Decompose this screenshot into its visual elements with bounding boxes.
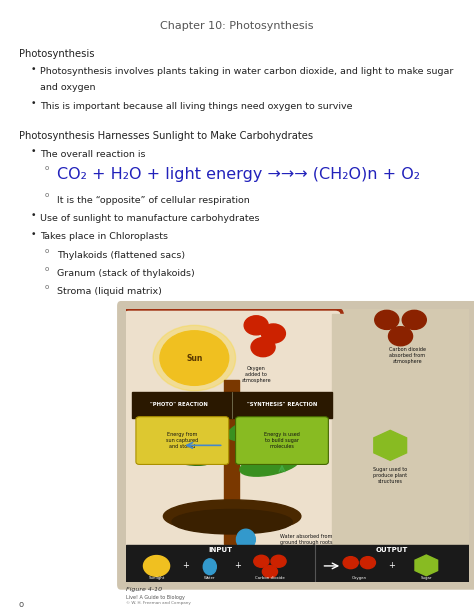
Ellipse shape bbox=[172, 509, 292, 534]
Circle shape bbox=[251, 338, 275, 357]
Text: Photosynthesis involves plants taking in water carbon dioxide, and light to make: Photosynthesis involves plants taking in… bbox=[40, 67, 454, 77]
Circle shape bbox=[244, 316, 268, 335]
Ellipse shape bbox=[203, 559, 216, 574]
Text: o: o bbox=[45, 248, 49, 254]
Text: Live! A Guide to Biology: Live! A Guide to Biology bbox=[126, 595, 184, 600]
Text: Sugar: Sugar bbox=[420, 576, 432, 579]
Circle shape bbox=[254, 555, 269, 567]
Circle shape bbox=[389, 327, 412, 346]
Text: Oxygen: Oxygen bbox=[352, 576, 367, 579]
Text: +: + bbox=[234, 562, 241, 571]
Text: Thylakoids (flattened sacs): Thylakoids (flattened sacs) bbox=[57, 251, 185, 260]
Circle shape bbox=[343, 557, 358, 569]
Text: Sun: Sun bbox=[186, 354, 202, 362]
Text: Photosynthesis: Photosynthesis bbox=[19, 49, 94, 59]
Ellipse shape bbox=[153, 396, 222, 430]
Circle shape bbox=[261, 324, 285, 343]
Text: +: + bbox=[182, 562, 189, 571]
Text: This is important because all living things need oxygen to survive: This is important because all living thi… bbox=[40, 102, 353, 111]
Text: It is the “opposite” of cellular respiration: It is the “opposite” of cellular respira… bbox=[57, 196, 250, 205]
Bar bbox=[224, 380, 239, 544]
Text: Carbon dioxide
absorbed from
atmosphere: Carbon dioxide absorbed from atmosphere bbox=[389, 347, 426, 364]
Ellipse shape bbox=[227, 412, 299, 441]
Text: •: • bbox=[31, 211, 36, 221]
Text: © W. H. Freeman and Company: © W. H. Freeman and Company bbox=[126, 601, 191, 606]
Text: •: • bbox=[31, 147, 36, 156]
Text: Carbon dioxide: Carbon dioxide bbox=[255, 576, 285, 579]
Text: Stroma (liquid matrix): Stroma (liquid matrix) bbox=[57, 287, 162, 297]
Text: Energy from
sun captured
and stored: Energy from sun captured and stored bbox=[166, 432, 199, 449]
Circle shape bbox=[153, 326, 236, 391]
Text: INPUT: INPUT bbox=[208, 547, 232, 554]
Text: and oxygen: and oxygen bbox=[40, 83, 96, 93]
Text: Figure 4-10: Figure 4-10 bbox=[126, 587, 162, 592]
Text: +: + bbox=[389, 562, 395, 571]
Ellipse shape bbox=[237, 529, 255, 550]
Text: OUTPUT: OUTPUT bbox=[376, 547, 408, 554]
Text: •: • bbox=[31, 65, 36, 74]
Text: Takes place in Chloroplasts: Takes place in Chloroplasts bbox=[40, 232, 168, 242]
Text: •: • bbox=[31, 230, 36, 239]
FancyBboxPatch shape bbox=[122, 309, 342, 552]
Text: o: o bbox=[45, 284, 49, 291]
FancyBboxPatch shape bbox=[236, 417, 328, 465]
Text: CO₂ + H₂O + light energy →→→ (CH₂O)n + O₂: CO₂ + H₂O + light energy →→→ (CH₂O)n + O… bbox=[57, 167, 420, 181]
Circle shape bbox=[144, 555, 170, 576]
Text: Use of sunlight to manufacture carbohydrates: Use of sunlight to manufacture carbohydr… bbox=[40, 214, 260, 223]
Circle shape bbox=[402, 310, 426, 329]
Text: Chapter 10: Photosynthesis: Chapter 10: Photosynthesis bbox=[160, 21, 314, 31]
Text: Energy is used
to build sugar
molecules: Energy is used to build sugar molecules bbox=[264, 432, 300, 449]
Text: "SYNTHESIS" REACTION: "SYNTHESIS" REACTION bbox=[247, 403, 317, 408]
Bar bbox=[132, 392, 332, 418]
Circle shape bbox=[360, 557, 375, 569]
Circle shape bbox=[160, 331, 228, 386]
Text: o: o bbox=[45, 192, 49, 199]
Text: The overall reaction is: The overall reaction is bbox=[40, 150, 146, 159]
Circle shape bbox=[263, 566, 277, 577]
Text: o: o bbox=[45, 165, 49, 171]
Text: Oxygen
added to
atmosphere: Oxygen added to atmosphere bbox=[241, 366, 271, 383]
Text: Granum (stack of thylakoids): Granum (stack of thylakoids) bbox=[57, 269, 195, 278]
Text: o: o bbox=[19, 600, 24, 609]
Ellipse shape bbox=[240, 452, 300, 476]
Circle shape bbox=[375, 310, 399, 329]
Ellipse shape bbox=[164, 500, 301, 533]
Text: o: o bbox=[45, 266, 49, 272]
Text: Sunlight: Sunlight bbox=[148, 576, 164, 579]
Ellipse shape bbox=[154, 442, 214, 465]
Text: •: • bbox=[31, 99, 36, 109]
Bar bbox=[126, 545, 469, 582]
Text: Water: Water bbox=[204, 576, 216, 579]
FancyBboxPatch shape bbox=[136, 417, 228, 465]
Text: Sugar used to
produce plant
structures: Sugar used to produce plant structures bbox=[373, 467, 407, 484]
Circle shape bbox=[271, 555, 286, 567]
FancyBboxPatch shape bbox=[117, 301, 474, 590]
Text: "PHOTO" REACTION: "PHOTO" REACTION bbox=[150, 403, 208, 408]
Text: Water absorbed from
ground through roots: Water absorbed from ground through roots bbox=[280, 534, 333, 545]
Text: Photosynthesis Harnesses Sunlight to Make Carbohydrates: Photosynthesis Harnesses Sunlight to Mak… bbox=[19, 131, 313, 141]
Bar bbox=[332, 314, 469, 546]
